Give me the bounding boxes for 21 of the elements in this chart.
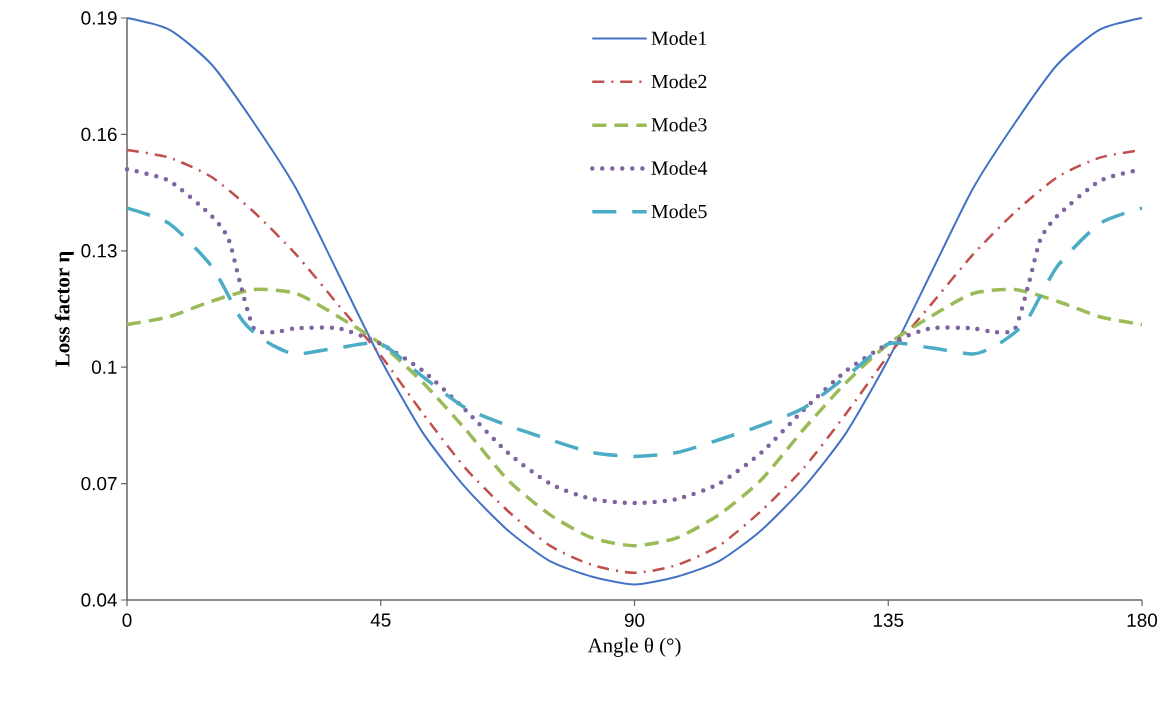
line-series bbox=[125, 287, 1144, 548]
legend-label: Mode5 bbox=[651, 204, 707, 219]
y-axis-title: Loss factor η bbox=[54, 251, 74, 367]
y-tick-label: 0.16 bbox=[81, 127, 117, 142]
y-tick-label: 0.19 bbox=[81, 11, 117, 25]
x-axis-title: Angle θ (°) bbox=[587, 637, 681, 657]
legend-label: Mode3 bbox=[651, 117, 707, 132]
y-tick-label: 0.13 bbox=[81, 244, 117, 258]
y-tick-label: 0.1 bbox=[91, 360, 117, 374]
legend-label: Mode2 bbox=[651, 74, 707, 89]
legend-label: Mode1 bbox=[651, 30, 707, 45]
x-tick-label: 90 bbox=[624, 613, 645, 627]
line-series bbox=[125, 206, 1144, 459]
x-tick-label: 135 bbox=[873, 613, 904, 627]
y-tick-label: 0.04 bbox=[81, 593, 117, 607]
x-tick-label: 180 bbox=[1127, 613, 1158, 627]
y-tick-label: 0.07 bbox=[81, 476, 117, 491]
legend-label: Mode4 bbox=[651, 160, 708, 175]
line-series bbox=[126, 16, 1143, 586]
x-tick-label: 45 bbox=[370, 613, 391, 627]
x-tick-label: 0 bbox=[122, 613, 132, 627]
